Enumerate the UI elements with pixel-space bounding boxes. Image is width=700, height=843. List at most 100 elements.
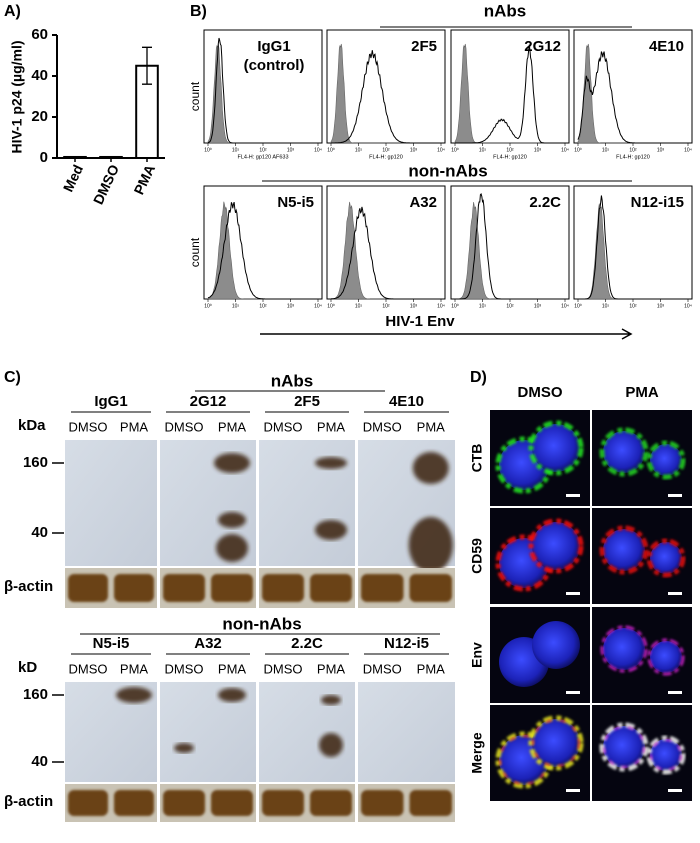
row-label: Merge xyxy=(469,732,485,773)
panel-label: A) xyxy=(4,3,21,20)
membrane-stain xyxy=(650,739,682,771)
x-tick-label: 10¹ xyxy=(479,303,487,309)
x-tick-label: 10⁴ xyxy=(314,147,322,153)
blot xyxy=(358,682,455,782)
error-bar xyxy=(142,46,152,85)
blot xyxy=(259,682,355,782)
x-tick-label: 10⁰ xyxy=(204,147,212,153)
antibody-label: N12-i5 xyxy=(384,635,429,652)
x-tick-label: 10⁴ xyxy=(684,303,692,309)
nucleus xyxy=(650,444,682,476)
scale-bar xyxy=(668,592,682,595)
x-tick-label: PMA xyxy=(130,162,158,197)
x-tick-label: 10¹ xyxy=(232,147,240,153)
histogram-title: 2F5 xyxy=(411,38,437,55)
panel-label: B) xyxy=(190,3,207,20)
histogram-title: A32 xyxy=(409,194,437,211)
histogram-subtitle: (control) xyxy=(244,57,305,74)
arrow xyxy=(260,328,633,340)
band xyxy=(116,687,152,703)
membrane-stain xyxy=(532,719,580,767)
lane-label: DMSO xyxy=(69,661,108,676)
antibody-label: A32 xyxy=(194,635,222,652)
row-label: CTB xyxy=(469,444,485,473)
x-tick-label: 10⁴ xyxy=(684,147,692,153)
lane-label: PMA xyxy=(218,661,247,676)
band xyxy=(218,688,246,702)
blot xyxy=(65,440,157,566)
antibody-histogram xyxy=(207,201,318,300)
loading-label: β-actin xyxy=(4,578,53,595)
actin-band xyxy=(262,574,304,602)
antibody-label: 2.2C xyxy=(291,635,323,652)
lane-label: DMSO xyxy=(165,419,204,434)
x-tick-label: 10³ xyxy=(287,147,295,153)
x-tick-label: 10³ xyxy=(287,303,295,309)
membrane-stain xyxy=(599,525,649,575)
x-tick-label: 10⁰ xyxy=(451,303,459,309)
x-tick-label: 10² xyxy=(382,303,390,309)
group-label: nAbs xyxy=(271,371,314,390)
membrane-stain xyxy=(646,735,686,775)
marker-label: 160 xyxy=(23,686,48,703)
x-tick-label: 10² xyxy=(506,303,514,309)
membrane-stain xyxy=(528,518,584,574)
x-tick-label: 10¹ xyxy=(355,147,363,153)
y-axis-label: count xyxy=(188,81,202,111)
x-tick-label: 10¹ xyxy=(232,303,240,309)
x-tick-label: 10¹ xyxy=(479,147,487,153)
actin-band xyxy=(68,790,108,816)
x-tick-label: 10⁴ xyxy=(314,303,322,309)
x-tick-label: 10⁰ xyxy=(574,303,582,309)
lane-label: DMSO xyxy=(363,419,402,434)
x-tick-label: 10¹ xyxy=(355,303,363,309)
x-tick-label: 10³ xyxy=(534,303,542,309)
x-tick-label: 10² xyxy=(259,147,267,153)
band xyxy=(174,743,194,753)
x-tick-label: Med xyxy=(60,162,86,194)
actin-band xyxy=(310,790,352,816)
column-label: DMSO xyxy=(518,384,563,401)
lane-label: PMA xyxy=(417,661,446,676)
lane-label: DMSO xyxy=(69,419,108,434)
x-tick-label: 10² xyxy=(382,147,390,153)
scale-bar xyxy=(566,691,580,694)
lane-label: PMA xyxy=(218,419,247,434)
lane-label: PMA xyxy=(317,661,346,676)
x-tick-label: 10³ xyxy=(410,303,418,309)
membrane-stain xyxy=(528,715,584,771)
lane-label: PMA xyxy=(120,661,149,676)
band xyxy=(321,695,341,705)
antibody-label: N5-i5 xyxy=(93,635,130,652)
lane-label: DMSO xyxy=(165,661,204,676)
actin-band xyxy=(361,574,404,602)
band xyxy=(218,512,246,528)
y-axis-label: HIV-1 p24 (µg/ml) xyxy=(9,40,25,153)
antibody-label: IgG1 xyxy=(94,393,127,410)
x-tick-label: 10³ xyxy=(410,147,418,153)
marker-label: 40 xyxy=(31,524,48,541)
actin-band xyxy=(310,574,352,602)
scale-bar xyxy=(668,789,682,792)
membrane-stain xyxy=(646,538,686,578)
membrane-stain xyxy=(599,722,649,772)
nucleus xyxy=(603,431,645,473)
x-tick-label: 10² xyxy=(259,303,267,309)
band xyxy=(315,520,347,540)
y-tick-label: 60 xyxy=(31,26,48,43)
x-tick-label: 10² xyxy=(629,303,637,309)
scale-bar xyxy=(566,592,580,595)
histogram-title: 2.2C xyxy=(529,194,561,211)
actin-band xyxy=(262,790,304,816)
nucleus xyxy=(603,628,645,670)
lane-label: DMSO xyxy=(363,661,402,676)
band xyxy=(412,452,449,484)
x-tick-label: 10⁰ xyxy=(574,147,582,153)
x-axis-label: HIV-1 Env xyxy=(385,313,455,330)
y-tick-label: 40 xyxy=(31,67,48,84)
x-axis-label: FL4-H: gp120 AF633 xyxy=(237,154,288,160)
lane-label: PMA xyxy=(317,419,346,434)
x-axis-label: FL4-H: gp120 xyxy=(493,154,527,160)
y-axis-label: count xyxy=(188,237,202,267)
